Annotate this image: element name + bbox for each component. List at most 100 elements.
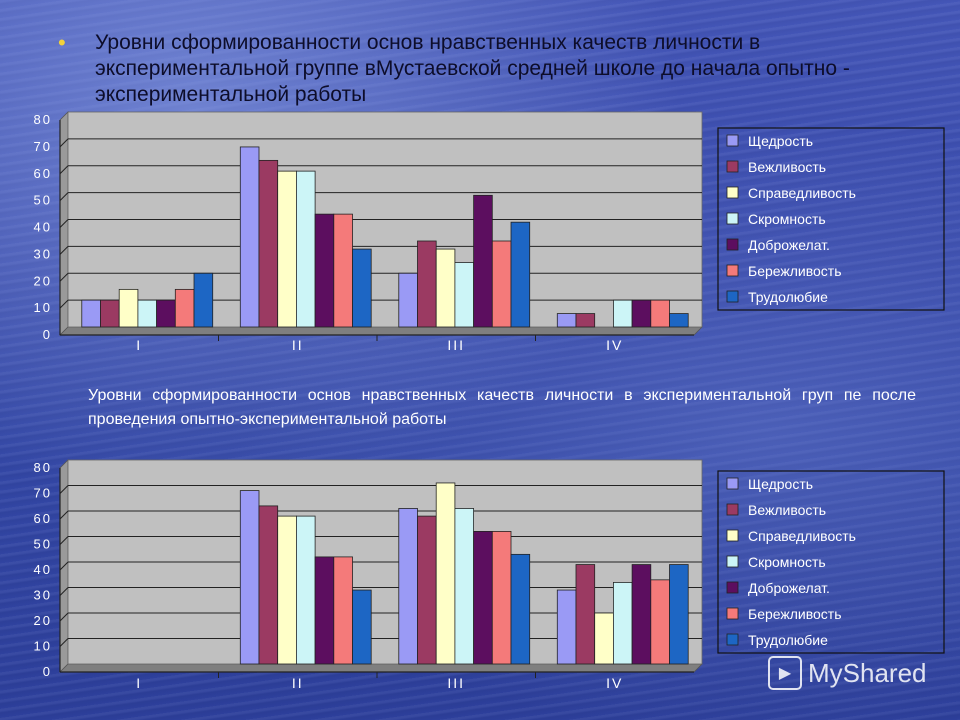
bar bbox=[631, 299, 652, 328]
bar bbox=[491, 531, 512, 665]
page-title: Уровни сформированности основ нравственн… bbox=[95, 31, 850, 106]
bar bbox=[473, 194, 493, 328]
bar bbox=[631, 564, 652, 665]
bar bbox=[556, 313, 577, 328]
legend-label: Справедливость bbox=[748, 528, 856, 544]
bar bbox=[398, 272, 418, 328]
gridline-side bbox=[59, 638, 69, 647]
gridline-side bbox=[59, 219, 69, 228]
bar bbox=[612, 582, 633, 665]
legend-swatch bbox=[726, 581, 739, 594]
legend-swatch bbox=[726, 529, 739, 542]
y-tick-label: 10 bbox=[34, 639, 52, 654]
bar bbox=[81, 299, 101, 328]
second-chart-title: Уровни сформированности основ нравственн… bbox=[88, 387, 916, 428]
legend-swatch bbox=[726, 633, 739, 646]
bar bbox=[333, 213, 353, 328]
y-tick-label: 50 bbox=[34, 537, 52, 552]
legend-box bbox=[717, 470, 945, 654]
bar bbox=[239, 490, 260, 665]
legend-label: Вежливость bbox=[748, 159, 826, 175]
y-tick-label: 50 bbox=[34, 193, 52, 208]
gridline-side bbox=[59, 246, 69, 255]
bar bbox=[575, 564, 596, 665]
bar bbox=[277, 170, 297, 328]
y-tick-label: 60 bbox=[34, 511, 52, 526]
legend-swatch bbox=[726, 160, 739, 173]
myshared-logo-icon: ▶ bbox=[768, 656, 802, 690]
y-tick-label: 30 bbox=[34, 588, 52, 603]
gridline-side bbox=[59, 612, 69, 622]
bar bbox=[193, 272, 214, 328]
gridline-side bbox=[59, 561, 69, 571]
bar bbox=[575, 313, 596, 328]
gridline-side bbox=[59, 165, 69, 175]
bar bbox=[669, 313, 689, 328]
bar bbox=[454, 262, 475, 328]
y-tick-label: 10 bbox=[34, 300, 52, 315]
legend-swatch bbox=[726, 264, 739, 277]
watermark-text: MyShared bbox=[808, 657, 927, 688]
bar bbox=[417, 515, 437, 665]
legend-label: Справедливость bbox=[748, 185, 856, 201]
x-tick-label: III bbox=[447, 337, 465, 353]
bar bbox=[277, 515, 297, 665]
gridline-side bbox=[59, 192, 69, 201]
legend-label: Бережливость bbox=[748, 606, 842, 622]
legend-label: Доброжелат. bbox=[748, 237, 830, 253]
x-tick-label: II bbox=[292, 675, 304, 691]
legend-label: Скромность bbox=[748, 211, 826, 227]
y-tick-label: 70 bbox=[34, 139, 52, 154]
bar bbox=[314, 556, 335, 665]
bar bbox=[258, 159, 279, 328]
x-tick-label: IV bbox=[606, 337, 623, 353]
bar bbox=[473, 531, 493, 665]
bar bbox=[669, 564, 689, 665]
y-tick-label: 40 bbox=[34, 562, 52, 577]
bar bbox=[295, 170, 316, 328]
y-tick-label: 80 bbox=[34, 460, 52, 475]
legend-swatch bbox=[726, 212, 739, 225]
legend-swatch bbox=[726, 503, 739, 516]
bar bbox=[100, 299, 120, 328]
bar bbox=[352, 248, 372, 328]
legend-swatch bbox=[726, 134, 739, 147]
bar bbox=[650, 299, 670, 328]
bar bbox=[510, 553, 531, 665]
title-bullet: • bbox=[58, 30, 66, 55]
bar bbox=[650, 579, 670, 665]
bar bbox=[435, 482, 456, 665]
gridline-side bbox=[59, 299, 69, 309]
watermark: ▶ MyShared bbox=[768, 656, 927, 690]
legend-label: Скромность bbox=[748, 554, 826, 570]
bar bbox=[417, 240, 437, 328]
gridline-side bbox=[59, 510, 69, 520]
legend-label: Трудолюбие bbox=[748, 632, 828, 648]
legend-box bbox=[717, 127, 945, 311]
legend-label: Бережливость bbox=[748, 263, 842, 279]
gridline-side bbox=[59, 272, 69, 282]
legend-swatch bbox=[726, 555, 739, 568]
legend-label: Щедрость bbox=[748, 476, 813, 492]
x-tick-label: III bbox=[447, 675, 465, 691]
bar bbox=[435, 248, 456, 328]
bar bbox=[612, 299, 633, 328]
legend-swatch bbox=[726, 238, 739, 251]
y-tick-label: 0 bbox=[43, 327, 52, 342]
floor bbox=[59, 326, 703, 336]
legend-label: Щедрость bbox=[748, 133, 813, 149]
bar bbox=[454, 508, 475, 665]
y-tick-label: 40 bbox=[34, 220, 52, 235]
y-tick-label: 80 bbox=[34, 112, 52, 127]
bar bbox=[239, 146, 260, 328]
bar bbox=[491, 240, 512, 328]
legend-label: Вежливость bbox=[748, 502, 826, 518]
bar bbox=[258, 505, 279, 665]
legend-swatch bbox=[726, 607, 739, 620]
legend-swatch bbox=[726, 477, 739, 490]
bar bbox=[174, 288, 195, 328]
bar bbox=[352, 589, 372, 665]
